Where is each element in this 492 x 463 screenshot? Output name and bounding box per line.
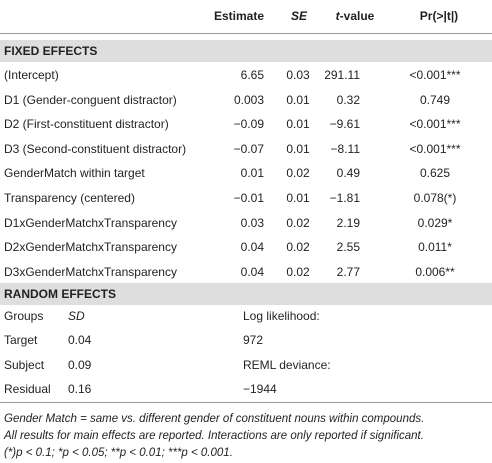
cell: 0.625 — [419, 166, 451, 181]
row-label: D1 (Gender-conguent distractor) — [4, 92, 177, 107]
cell: 0.01 — [286, 191, 310, 205]
section-band — [0, 283, 492, 305]
cell: 0.029* — [417, 215, 453, 230]
cell: 0.011* — [418, 240, 452, 255]
cell: <0.001*** — [409, 68, 461, 82]
cell: 0.078(*) — [413, 191, 457, 205]
row-label: D2xGenderMatchxTransparency — [4, 240, 177, 255]
row-label: Target — [4, 333, 38, 348]
column-header: t-value — [330, 8, 380, 24]
cell: 0.04 — [240, 264, 264, 279]
row-label: GenderMatch within target — [4, 166, 145, 181]
row-label: Groups — [4, 309, 44, 323]
cell: 0.01 — [286, 92, 310, 107]
row-label: D3 (Second-constituent distractor) — [4, 141, 187, 156]
cell: 0.02 — [286, 215, 310, 230]
rule — [0, 33, 492, 34]
cell: 0.01 — [240, 166, 264, 181]
row-label: D1xGenderMatchxTransparency — [4, 215, 177, 230]
cell: 0.02 — [286, 264, 310, 279]
cell: 0.03 — [286, 68, 310, 82]
cell: Log likelihood: — [243, 309, 320, 323]
cell: −1.81 — [329, 191, 360, 205]
cell: −1944 — [243, 381, 277, 396]
cell: 0.16 — [68, 381, 92, 396]
cell: 291.11 — [324, 68, 360, 82]
row-label: (Intercept) — [4, 68, 59, 82]
cell: 0.006** — [415, 264, 455, 279]
section-title: RANDOM EFFECTS — [4, 287, 116, 301]
cell: 2.55 — [336, 240, 360, 255]
cell: 0.749 — [419, 92, 451, 107]
cell: 0.003 — [233, 92, 264, 107]
cell: <0.001*** — [409, 141, 461, 156]
row-label: Transparency (centered) — [4, 191, 135, 205]
cell: 0.03 — [240, 215, 264, 230]
cell: 2.77 — [336, 264, 360, 279]
rule — [0, 402, 492, 403]
cell: 0.02 — [286, 240, 310, 255]
footnote: Gender Match = same vs. different gender… — [4, 413, 425, 425]
cell: REML deviance: — [243, 357, 331, 372]
cell: SD — [68, 309, 85, 323]
footnote: (*)p < 0.1; *p < 0.05; **p < 0.01; ***p … — [4, 447, 233, 459]
footnote: All results for main effects are reporte… — [4, 430, 424, 442]
cell: 2.19 — [336, 215, 360, 230]
cell: 0.32 — [336, 92, 360, 107]
column-header: Pr(>|t|) — [419, 9, 459, 23]
cell: 0.04 — [68, 333, 92, 348]
cell: −8.11 — [330, 141, 360, 156]
cell: −0.07 — [233, 141, 264, 156]
column-header: Estimate — [213, 9, 265, 23]
cell: 6.65 — [240, 68, 264, 82]
cell: 0.49 — [336, 166, 360, 181]
section-band — [0, 40, 492, 62]
cell: −0.09 — [233, 117, 264, 132]
cell: 0.01 — [286, 141, 310, 156]
section-title: FIXED EFFECTS — [4, 44, 98, 58]
cell: <0.001*** — [409, 117, 461, 132]
cell: −0.01 — [233, 191, 264, 205]
column-header: SE — [290, 9, 307, 23]
cell: 972 — [243, 333, 264, 348]
row-label: D2 (First-constituent distractor) — [4, 117, 169, 132]
cell: −9.61 — [329, 117, 360, 132]
cell: 0.09 — [68, 357, 92, 372]
row-label: Subject — [4, 357, 45, 372]
cell: 0.01 — [286, 117, 310, 132]
cell: 0.04 — [240, 240, 264, 255]
cell: 0.02 — [286, 166, 310, 181]
row-label: D3xGenderMatchxTransparency — [4, 264, 177, 279]
column-header-part: t — [335, 9, 340, 23]
column-header-part: -value — [339, 9, 375, 23]
row-label: Residual — [4, 381, 51, 396]
